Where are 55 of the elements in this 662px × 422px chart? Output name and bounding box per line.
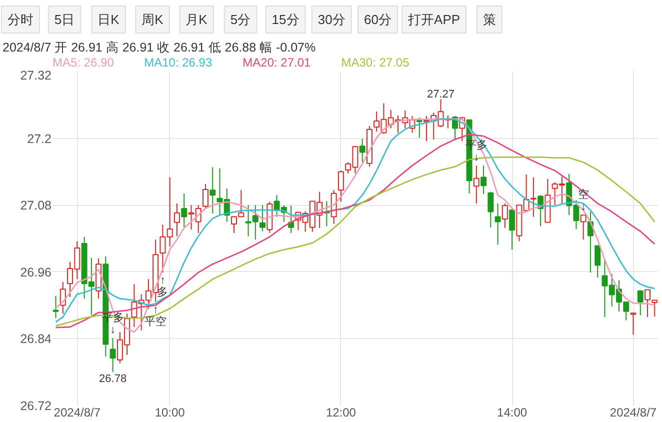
annotation: 27.27 [427, 88, 455, 100]
candlestick [488, 191, 494, 228]
text: 15分 [272, 12, 300, 27]
x-tick-label: 2024/8/7 [610, 406, 657, 420]
candlestick [174, 202, 180, 237]
candlestick [202, 183, 208, 209]
text: 5分 [230, 12, 251, 27]
chart-subtitle: 2024/8/7 开 26.91 高 26.91 收 26.91 低 26.88 幅 -0.07% [2, 40, 316, 54]
x-tick-label: 14:00 [497, 406, 528, 420]
text: 30分 [318, 12, 346, 27]
text: 打开APP [407, 12, 460, 27]
candlestick [652, 299, 658, 317]
candlestick [480, 165, 487, 194]
candlestick [637, 290, 644, 316]
y-tick-label: 26.84 [20, 332, 52, 346]
y-tick-label: 26.96 [20, 265, 52, 280]
text: 策 [482, 12, 496, 27]
candlestick [630, 312, 636, 336]
candlestick [52, 295, 59, 319]
text: MA30: 27.05 [341, 56, 410, 70]
candlestick [580, 214, 586, 240]
candlestick [473, 165, 480, 204]
candlestick [359, 138, 366, 163]
y-tick-label: 27.32 [20, 68, 52, 82]
x-tick-label: 10:00 [154, 406, 186, 420]
y-tick-label: 26.72 [20, 399, 52, 413]
candlestick [509, 208, 516, 250]
text: 周K [142, 12, 164, 27]
text: MA10: 26.93 [144, 56, 212, 70]
x-tick-label: 12:00 [326, 406, 356, 420]
candlestick [260, 204, 266, 232]
text: MA20: 27.01 [242, 56, 312, 70]
annotation: ↑ 多 [157, 274, 168, 298]
candlestick [181, 192, 188, 228]
text: 60分 [364, 12, 392, 27]
annotation: 空 ↓ [578, 188, 589, 214]
candlestick [494, 202, 501, 246]
candlestick [110, 338, 116, 373]
candlestick [644, 289, 651, 318]
candlestick [416, 117, 422, 138]
candlestick [338, 170, 344, 202]
annotation: ↑ 平空 [144, 304, 167, 328]
y-tick-label: 27.08 [20, 198, 52, 213]
text: 日K [98, 12, 120, 27]
candlestick [210, 166, 216, 214]
annotation: 26.78 [99, 373, 127, 386]
text: 分时 [8, 12, 34, 27]
candlestick [60, 281, 66, 314]
text: 5日 [54, 12, 75, 27]
candlestick [502, 202, 508, 228]
y-tick-label: 27.2 [27, 132, 52, 146]
x-tick-label: 2024/8/7 [54, 406, 101, 420]
text: 月K [186, 12, 208, 27]
text: MA5: 26.90 [52, 56, 114, 70]
candlestick [594, 245, 601, 278]
